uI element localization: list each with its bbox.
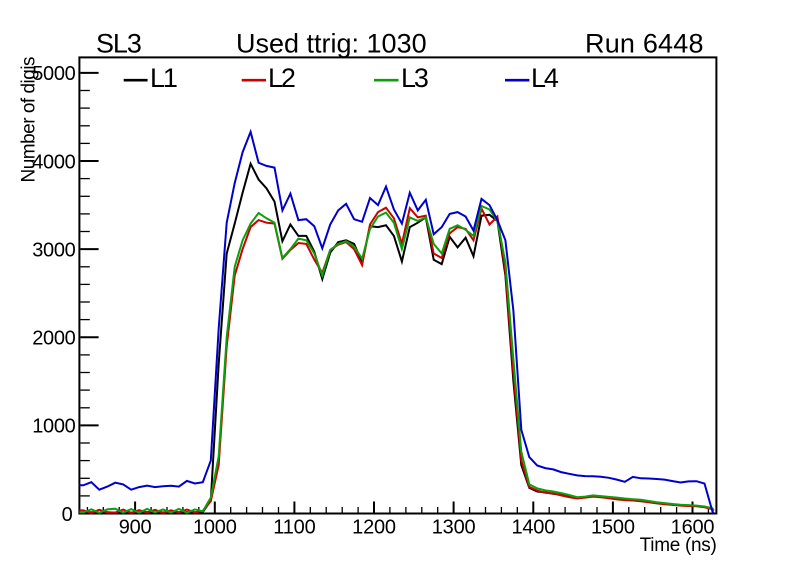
svg-text:Number of digis: Number of digis — [19, 57, 40, 183]
svg-text:L4: L4 — [531, 63, 559, 93]
svg-text:5000: 5000 — [32, 63, 75, 85]
svg-text:Used ttrig: 1030: Used ttrig: 1030 — [236, 28, 427, 58]
svg-text:L3: L3 — [401, 63, 428, 93]
svg-text:3000: 3000 — [32, 239, 75, 261]
svg-text:Run 6448: Run 6448 — [585, 28, 704, 58]
svg-text:0: 0 — [62, 504, 73, 526]
svg-text:4000: 4000 — [32, 151, 75, 173]
svg-text:1100: 1100 — [273, 517, 315, 539]
svg-text:900: 900 — [119, 517, 152, 539]
svg-text:1400: 1400 — [511, 517, 555, 539]
svg-text:1500: 1500 — [591, 517, 635, 539]
svg-text:L1: L1 — [150, 63, 177, 93]
svg-text:Time (ns): Time (ns) — [640, 535, 717, 556]
svg-text:SL3: SL3 — [96, 28, 141, 58]
svg-text:1200: 1200 — [352, 517, 396, 539]
svg-text:1300: 1300 — [432, 517, 476, 539]
svg-text:2000: 2000 — [32, 328, 75, 350]
svg-text:1600: 1600 — [671, 517, 715, 539]
svg-text:1000: 1000 — [193, 517, 237, 539]
svg-text:L2: L2 — [268, 63, 295, 93]
svg-text:1000: 1000 — [32, 416, 75, 438]
